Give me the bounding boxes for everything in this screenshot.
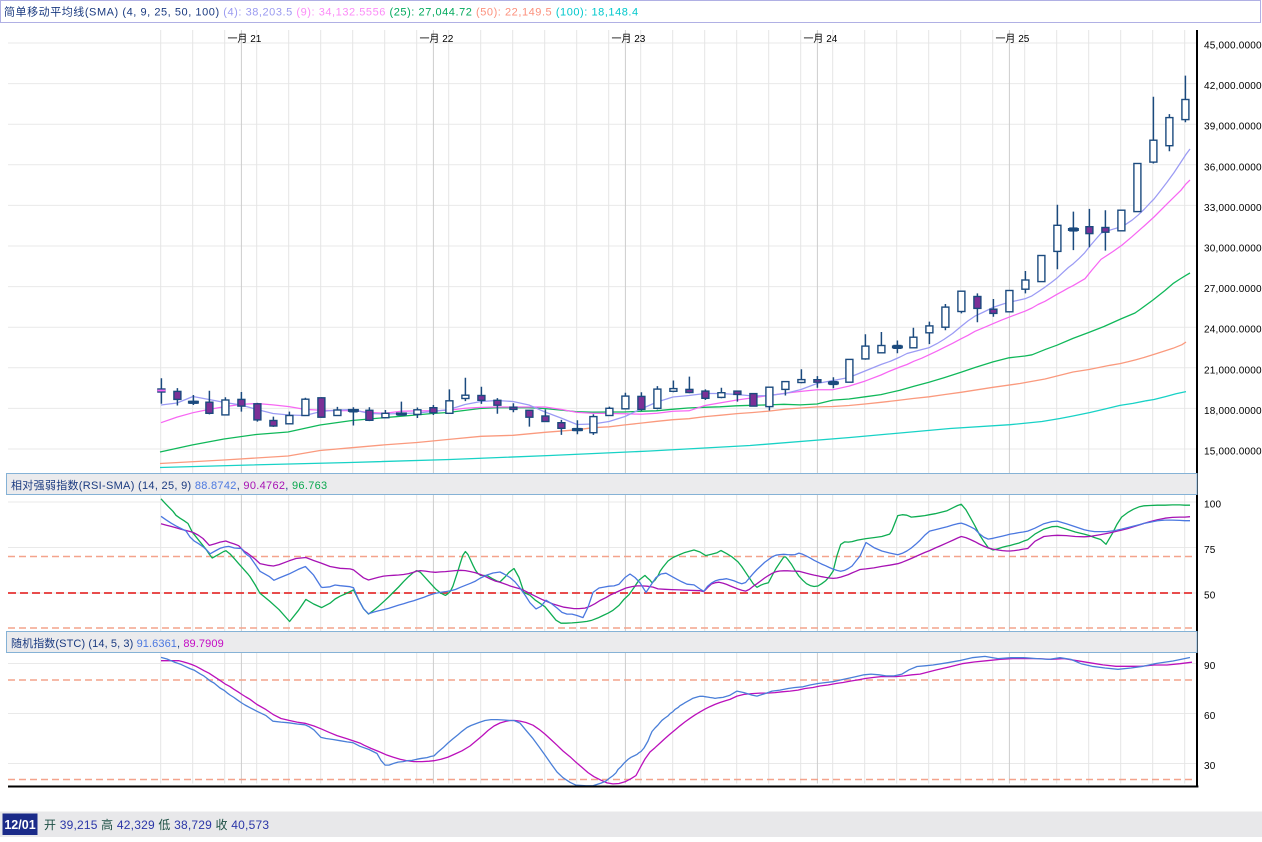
svg-text:一月 25: 一月 25: [995, 33, 1029, 45]
svg-text:33,000.0000: 33,000.0000: [1204, 203, 1262, 214]
svg-text:一月 21: 一月 21: [227, 33, 261, 45]
svg-text:相对强弱指数(RSI-SMA) (14, 25, 9) 88: 相对强弱指数(RSI-SMA) (14, 25, 9) 88.8742, 90.…: [11, 478, 327, 492]
svg-text:15,000.0000: 15,000.0000: [1204, 447, 1262, 458]
svg-text:12/01: 12/01: [4, 818, 35, 832]
svg-text:27,000.0000: 27,000.0000: [1204, 284, 1262, 295]
svg-text:18,000.0000: 18,000.0000: [1204, 406, 1262, 417]
svg-text:60: 60: [1204, 711, 1216, 722]
svg-text:90: 90: [1204, 661, 1216, 672]
svg-text:随机指数(STC) (14, 5, 3) 91.6361,: 随机指数(STC) (14, 5, 3) 91.6361, 89.7909: [11, 636, 224, 650]
svg-text:24,000.0000: 24,000.0000: [1204, 325, 1262, 336]
svg-text:36,000.0000: 36,000.0000: [1204, 162, 1262, 173]
svg-text:75: 75: [1204, 545, 1216, 556]
svg-text:30: 30: [1204, 761, 1216, 772]
svg-text:一月 22: 一月 22: [419, 33, 453, 45]
svg-text:39,000.0000: 39,000.0000: [1204, 122, 1262, 133]
svg-text:50: 50: [1204, 591, 1216, 602]
svg-text:30,000.0000: 30,000.0000: [1204, 244, 1262, 255]
svg-text:100: 100: [1204, 500, 1222, 511]
svg-text:42,000.0000: 42,000.0000: [1204, 81, 1262, 92]
svg-text:21,000.0000: 21,000.0000: [1204, 365, 1262, 376]
svg-text:一月 24: 一月 24: [803, 33, 837, 45]
svg-text:简单移动平均线(SMA) (4, 9, 25, 50, 10: 简单移动平均线(SMA) (4, 9, 25, 50, 100) (4): 38…: [4, 5, 639, 19]
svg-text:45,000.0000: 45,000.0000: [1204, 41, 1262, 52]
svg-text:一月 23: 一月 23: [611, 33, 645, 45]
svg-text:开 39,215 高 42,329 低 38,729 收 4: 开 39,215 高 42,329 低 38,729 收 40,573: [44, 817, 269, 832]
